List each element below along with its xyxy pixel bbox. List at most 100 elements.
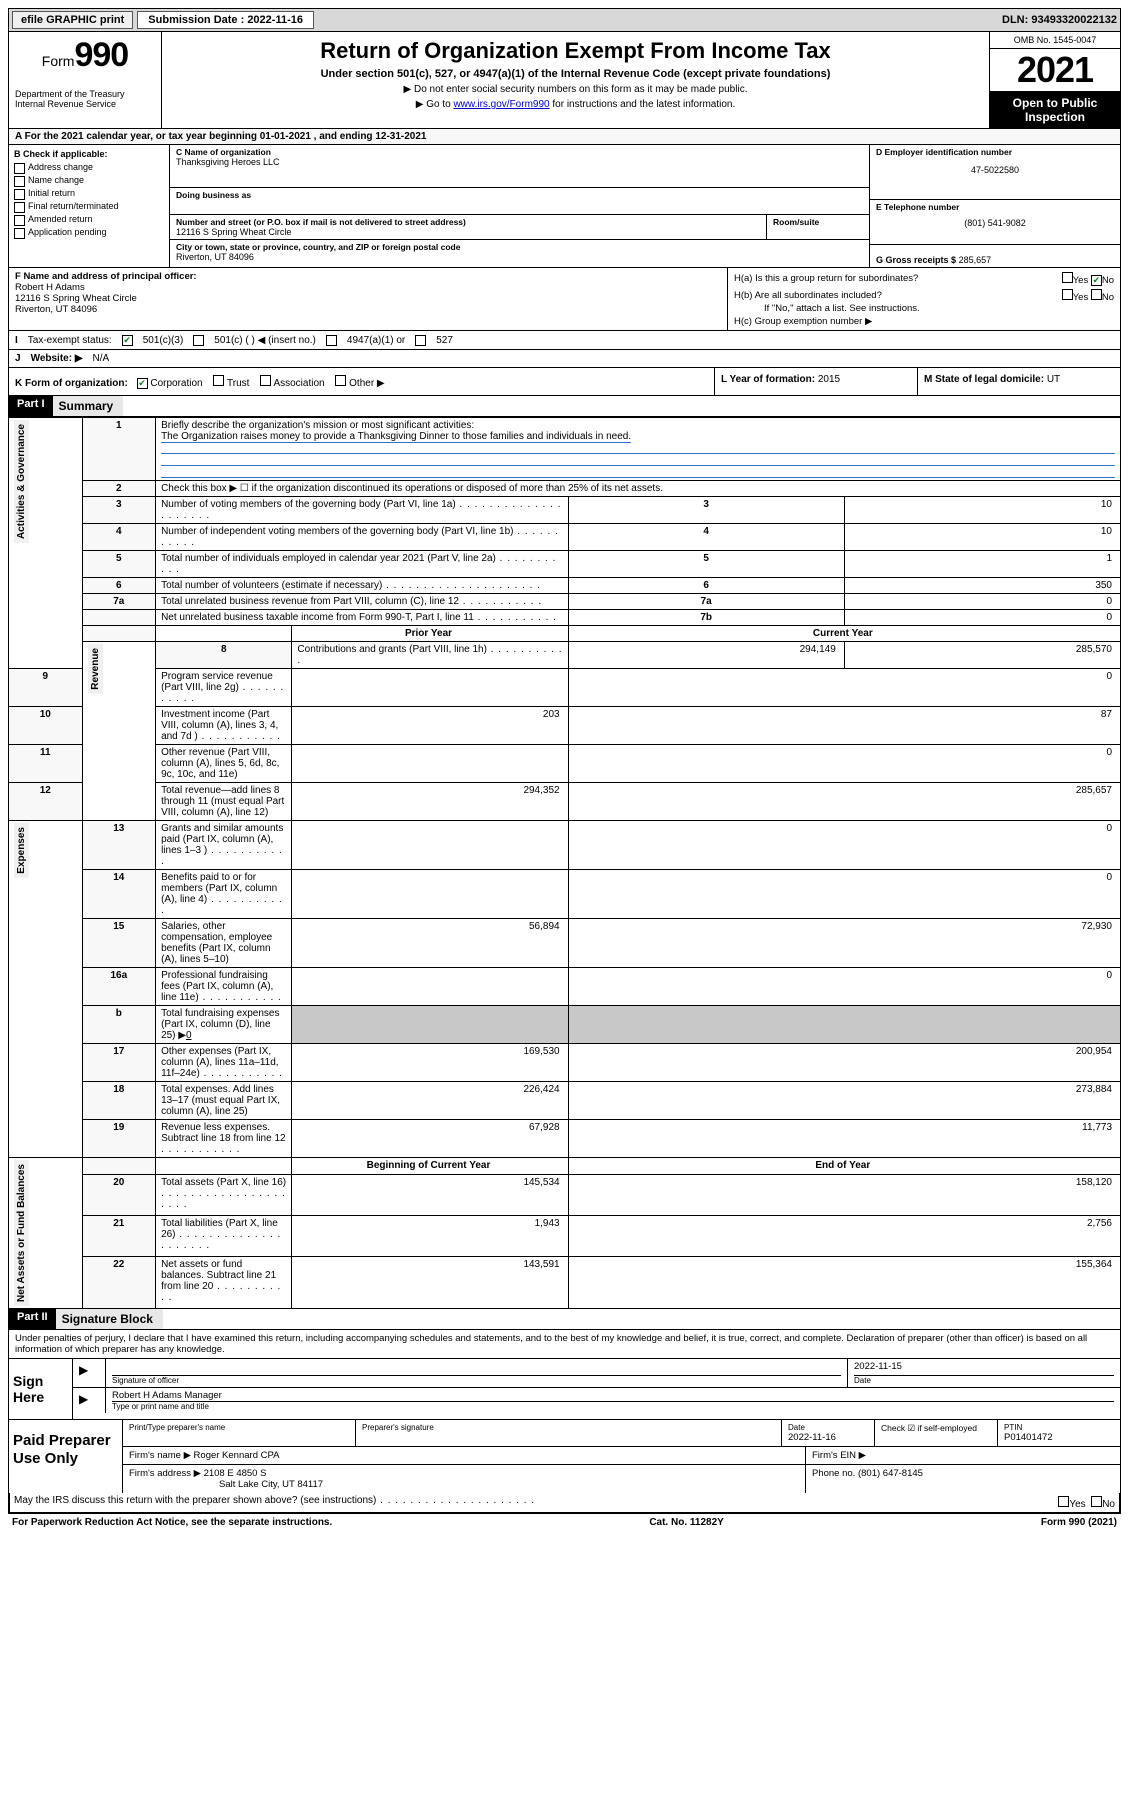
ein-value: 47-5022580 <box>876 165 1114 175</box>
mission-text: The Organization raises money to provide… <box>161 431 631 443</box>
form-subtitle: Under section 501(c), 527, or 4947(a)(1)… <box>170 68 981 80</box>
c14: 0 <box>568 870 1120 919</box>
c18: 273,884 <box>568 1082 1120 1120</box>
officer-addr2: Riverton, UT 84096 <box>15 304 97 315</box>
association-checkbox[interactable] <box>260 375 271 386</box>
top-toolbar: efile GRAPHIC print Submission Date : 20… <box>8 8 1121 32</box>
hb-no-checkbox[interactable] <box>1091 289 1102 300</box>
name-change-checkbox[interactable] <box>14 176 25 187</box>
perjury-statement: Under penalties of perjury, I declare th… <box>9 1330 1120 1358</box>
c17: 200,954 <box>568 1044 1120 1082</box>
part2-header: Part II Signature Block <box>8 1309 1121 1330</box>
state-domicile: UT <box>1047 374 1060 385</box>
ptin-value: P01401472 <box>1004 1432 1114 1443</box>
dln-label: DLN: 93493320022132 <box>1002 14 1117 26</box>
sig-date: 2022-11-15 <box>854 1361 1114 1375</box>
street-address: 12116 S Spring Wheat Circle <box>176 227 760 237</box>
officer-addr1: 12116 S Spring Wheat Circle <box>15 293 137 304</box>
org-name-address-column: C Name of organization Thanksgiving Hero… <box>170 145 869 267</box>
c12: 285,657 <box>568 783 1120 821</box>
sign-here-label: Sign Here <box>9 1359 72 1419</box>
self-employed-check[interactable]: Check ☑ if self-employed <box>875 1420 998 1446</box>
irs-discuss-no-checkbox[interactable] <box>1091 1496 1102 1507</box>
c20: 158,120 <box>568 1175 1120 1216</box>
part1-header: Part I Summary <box>8 396 1121 417</box>
527-checkbox[interactable] <box>415 335 426 346</box>
final-return-checkbox[interactable] <box>14 202 25 213</box>
p18: 226,424 <box>292 1082 568 1120</box>
org-identity-section: B Check if applicable: Address change Na… <box>8 145 1121 268</box>
ha-no-checkbox[interactable] <box>1091 275 1102 286</box>
val-4: 10 <box>844 524 1120 551</box>
irs-discuss-yes-checkbox[interactable] <box>1058 1496 1069 1507</box>
gross-receipts-value: 285,657 <box>959 255 992 265</box>
p10: 203 <box>292 707 568 745</box>
c15: 72,930 <box>568 919 1120 968</box>
tax-exempt-row: I Tax-exempt status: 501(c)(3) 501(c) ( … <box>8 331 1121 350</box>
paid-preparer-label: Paid Preparer Use Only <box>9 1420 122 1493</box>
c11: 0 <box>568 745 1120 783</box>
officer-name: Robert H Adams <box>15 282 85 293</box>
org-name: Thanksgiving Heroes LLC <box>176 157 863 167</box>
other-org-checkbox[interactable] <box>335 375 346 386</box>
open-to-public-badge: Open to Public Inspection <box>990 91 1120 128</box>
website-row: J Website: ▶ N/A <box>8 350 1121 368</box>
form-number: Form990 <box>15 36 155 75</box>
val-3: 10 <box>844 497 1120 524</box>
side-expenses: Expenses <box>14 823 29 878</box>
p8: 294,149 <box>568 642 844 669</box>
p19: 67,928 <box>292 1120 568 1158</box>
firm-addr2: Salt Lake City, UT 84117 <box>219 1479 323 1490</box>
hb-yes-checkbox[interactable] <box>1062 289 1073 300</box>
p20: 145,534 <box>292 1175 568 1216</box>
initial-return-checkbox[interactable] <box>14 189 25 200</box>
city-state-zip: Riverton, UT 84096 <box>176 252 863 262</box>
trust-checkbox[interactable] <box>213 375 224 386</box>
c13: 0 <box>568 821 1120 870</box>
fundraising-expenses-value: 0 <box>186 1030 192 1041</box>
signature-section: Under penalties of perjury, I declare th… <box>8 1330 1121 1514</box>
side-activities: Activities & Governance <box>14 420 29 543</box>
firm-phone: (801) 647-8145 <box>858 1468 923 1479</box>
officer-group-row: F Name and address of principal officer:… <box>8 268 1121 331</box>
val-7a: 0 <box>844 594 1120 610</box>
omb-number: OMB No. 1545-0047 <box>990 32 1120 49</box>
c9: 0 <box>568 669 1120 707</box>
corporation-checkbox[interactable] <box>137 378 148 389</box>
4947-checkbox[interactable] <box>326 335 337 346</box>
form-header: Form990 Department of the Treasury Inter… <box>8 32 1121 129</box>
val-7b: 0 <box>844 610 1120 626</box>
c10: 87 <box>568 707 1120 745</box>
p21: 1,943 <box>292 1215 568 1256</box>
summary-table: Activities & Governance 1 Briefly descri… <box>8 417 1121 1309</box>
501c-checkbox[interactable] <box>193 335 204 346</box>
submission-date-box: Submission Date : 2022-11-16 <box>137 11 314 29</box>
c21: 2,756 <box>568 1215 1120 1256</box>
checkboxes-column-b: B Check if applicable: Address change Na… <box>9 145 170 267</box>
firm-name: Roger Kennard CPA <box>194 1450 280 1461</box>
efile-print-button[interactable]: efile GRAPHIC print <box>12 11 133 29</box>
website-value: N/A <box>93 353 110 364</box>
p15: 56,894 <box>292 919 568 968</box>
side-revenue: Revenue <box>88 644 103 694</box>
form-of-org-row: K Form of organization: Corporation Trus… <box>8 368 1121 396</box>
ha-yes-checkbox[interactable] <box>1062 272 1073 283</box>
application-pending-checkbox[interactable] <box>14 228 25 239</box>
telephone-value: (801) 541-9082 <box>876 218 1114 228</box>
address-change-checkbox[interactable] <box>14 163 25 174</box>
instruction-1: ▶ Do not enter social security numbers o… <box>170 84 981 95</box>
p17: 169,530 <box>292 1044 568 1082</box>
arrow-icon: ▶ <box>79 1392 88 1406</box>
amended-return-checkbox[interactable] <box>14 215 25 226</box>
year-formation: 2015 <box>818 374 840 385</box>
c19: 11,773 <box>568 1120 1120 1158</box>
form-title: Return of Organization Exempt From Incom… <box>170 38 981 64</box>
p22: 143,591 <box>292 1256 568 1309</box>
irs-link[interactable]: www.irs.gov/Form990 <box>453 99 549 110</box>
dept-label: Department of the Treasury Internal Reve… <box>15 89 155 109</box>
501c3-checkbox[interactable] <box>122 335 133 346</box>
tax-year: 2021 <box>990 49 1120 91</box>
side-netassets: Net Assets or Fund Balances <box>14 1160 29 1306</box>
val-5: 1 <box>844 551 1120 578</box>
c16a: 0 <box>568 968 1120 1006</box>
